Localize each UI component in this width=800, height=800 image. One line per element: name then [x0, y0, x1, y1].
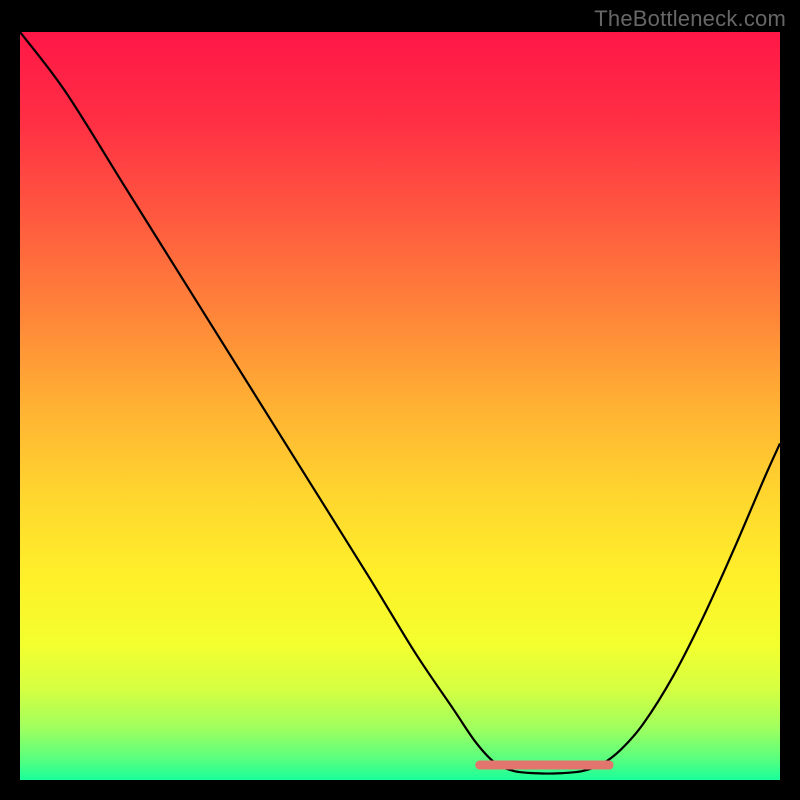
- bottleneck-curve-chart: [20, 32, 780, 780]
- chart-frame: TheBottleneck.com: [0, 0, 800, 800]
- gradient-background: [20, 32, 780, 780]
- watermark-text: TheBottleneck.com: [594, 6, 786, 32]
- plot-area: [20, 32, 780, 780]
- optimal-range-segment: [475, 761, 613, 770]
